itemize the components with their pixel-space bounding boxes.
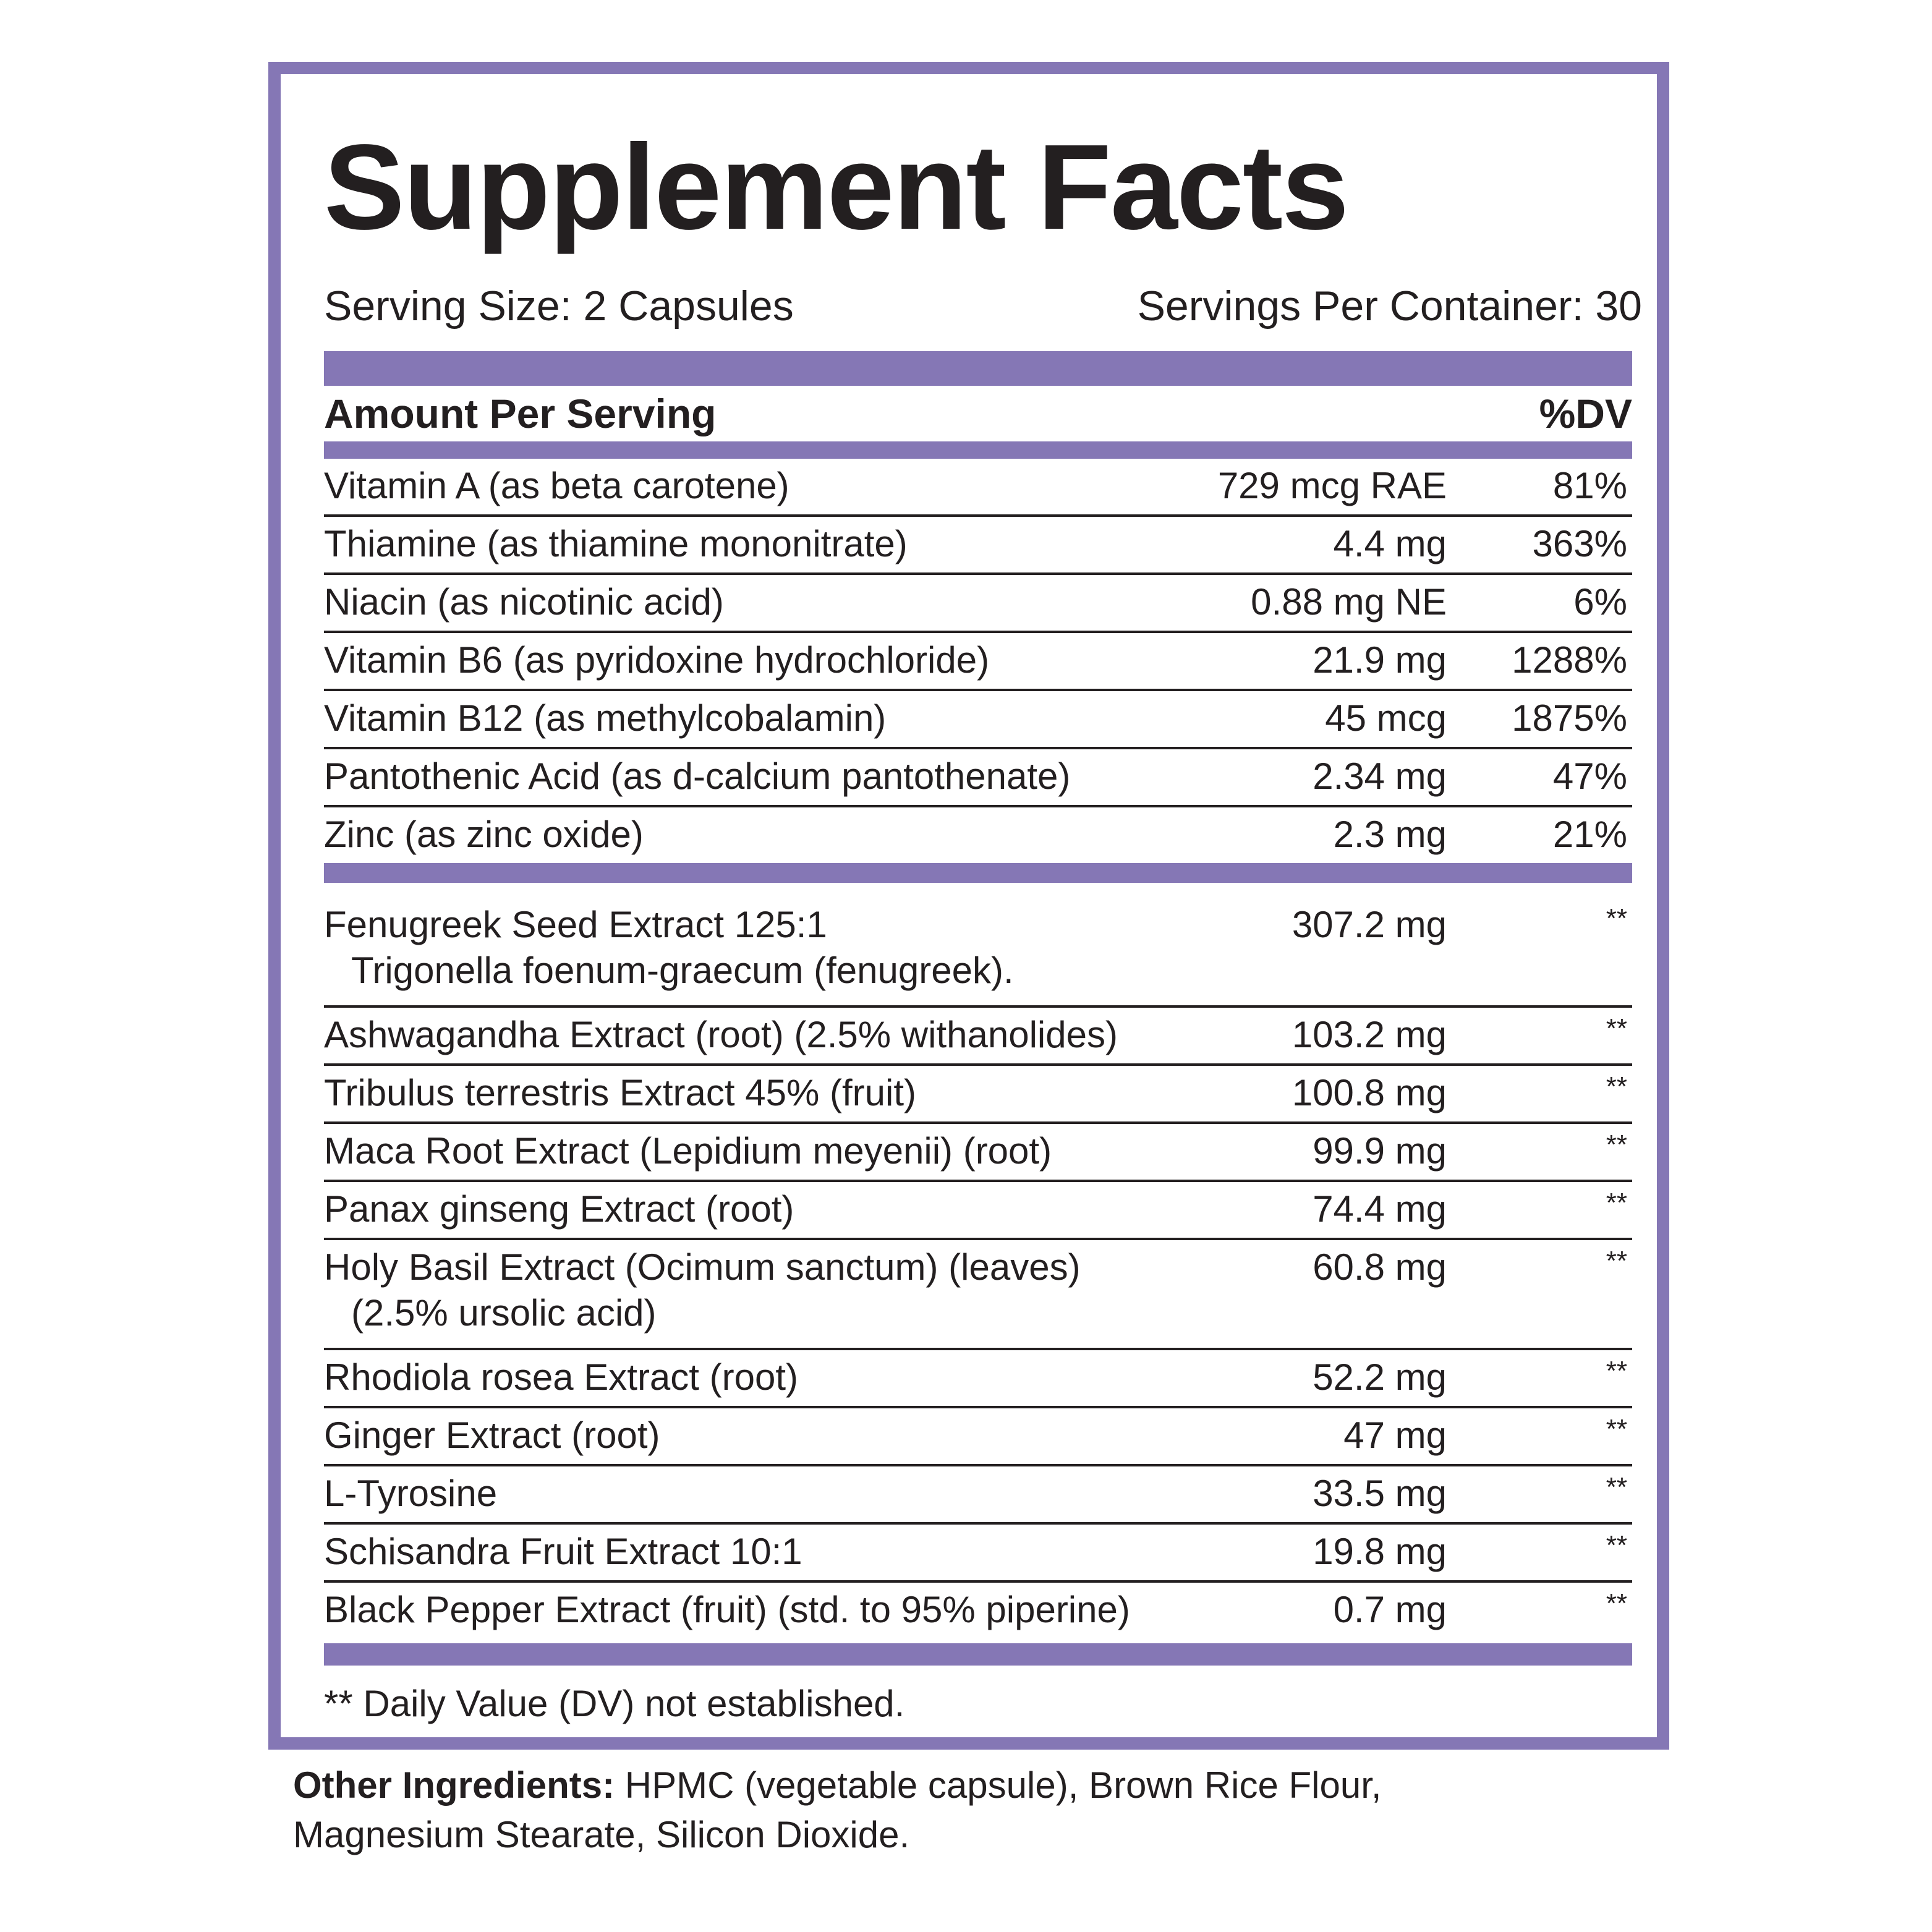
row: L-Tyrosine 33.5 mg ** [324, 1466, 1632, 1525]
ingredient-name: Tribulus terrestris Extract 45% (fruit) [324, 1073, 916, 1114]
row: Fenugreek Seed Extract 125:1 Trigonella f… [324, 898, 1632, 1008]
title: Supplement Facts [324, 119, 1349, 255]
ingredient-name: Zinc (as zinc oxide) [324, 815, 644, 856]
daily-value: 81% [1552, 466, 1627, 507]
row: Holy Basil Extract (Ocimum sanctum) (lea… [324, 1240, 1632, 1350]
ingredient-name: Pantothenic Acid (as d-calcium pantothen… [324, 757, 1071, 798]
daily-value: ** [1606, 1413, 1627, 1444]
daily-value: 1875% [1512, 699, 1627, 739]
amount: 47 mg [1343, 1416, 1447, 1457]
panel-content: Supplement Facts Serving Size: 2 Capsule… [324, 74, 1642, 1730]
serving-size: Serving Size: 2 Capsules [324, 283, 794, 330]
daily-value: 21% [1552, 815, 1627, 856]
daily-value: ** [1606, 1471, 1627, 1502]
ingredient-name: Ashwagandha Extract (root) (2.5% withano… [324, 1015, 1118, 1056]
divider-bar [324, 351, 1632, 386]
row: Niacin (as nicotinic acid) 0.88 mg NE 6% [324, 575, 1632, 633]
divider-bar [324, 441, 1632, 459]
ingredient-name: Rhodiola rosea Extract (root) [324, 1358, 798, 1398]
ingredient-name: Schisandra Fruit Extract 10:1 [324, 1532, 802, 1573]
vitamin-rows: Vitamin A (as beta carotene) 729 mcg RAE 8… [324, 459, 1635, 863]
row: Vitamin B12 (as methylcobalamin) 45 mcg 18… [324, 691, 1632, 749]
daily-value: 1288% [1512, 640, 1627, 681]
amount: 0.7 mg [1333, 1590, 1447, 1631]
amount-header: Amount Per Serving [324, 391, 717, 436]
amount: 2.3 mg [1333, 815, 1447, 856]
daily-value: ** [1606, 1129, 1627, 1160]
botanical-rows: Fenugreek Seed Extract 125:1 Trigonella f… [324, 898, 1635, 1638]
amount: 100.8 mg [1292, 1073, 1447, 1114]
row: Ginger Extract (root) 47 mg ** [324, 1408, 1632, 1466]
row: Vitamin A (as beta carotene) 729 mcg RAE 8… [324, 459, 1632, 517]
daily-value: ** [1606, 1187, 1627, 1218]
row: Vitamin B6 (as pyridoxine hydrochloride)… [324, 633, 1632, 691]
amount: 45 mcg [1325, 699, 1447, 739]
daily-value: ** [1606, 1013, 1627, 1044]
amount: 19.8 mg [1313, 1532, 1447, 1573]
ingredient-name: Holy Basil Extract (Ocimum sanctum) (lea… [324, 1248, 1081, 1288]
ingredient-detail: (2.5% ursolic acid) [351, 1293, 657, 1334]
ingredient-name: Vitamin A (as beta carotene) [324, 466, 789, 507]
row: Zinc (as zinc oxide) 2.3 mg 21% [324, 807, 1632, 863]
ingredient-name: Ginger Extract (root) [324, 1416, 660, 1457]
ingredient-name: L-Tyrosine [324, 1474, 498, 1515]
daily-value: ** [1606, 1588, 1627, 1619]
serving-info: Serving Size: 2 Capsules Servings Per Co… [324, 279, 1642, 334]
facts-panel: Supplement Facts Serving Size: 2 Capsule… [268, 62, 1669, 1750]
row: Thiamine (as thiamine mononitrate) 4.4 mg… [324, 517, 1632, 575]
amount: 21.9 mg [1313, 640, 1447, 681]
amount: 729 mcg RAE [1217, 466, 1447, 507]
ingredient-name: Panax ginseng Extract (root) [324, 1189, 794, 1230]
amount: 307.2 mg [1292, 905, 1447, 946]
amount: 52.2 mg [1313, 1358, 1447, 1398]
ingredient-name: Vitamin B6 (as pyridoxine hydrochloride) [324, 640, 990, 681]
amount: 33.5 mg [1313, 1474, 1447, 1515]
column-headers: Amount Per Serving %DV [324, 386, 1632, 441]
row: Maca Root Extract (Lepidium meyenii) (ro… [324, 1124, 1632, 1182]
row: Tribulus terrestris Extract 45% (fruit) 1… [324, 1066, 1632, 1124]
daily-value: ** [1606, 1530, 1627, 1560]
daily-value: ** [1606, 903, 1627, 934]
amount: 0.88 mg NE [1251, 582, 1447, 623]
dv-header: %DV [1539, 391, 1632, 436]
footnote: ** Daily Value (DV) not established. [324, 1684, 905, 1725]
daily-value: ** [1606, 1071, 1627, 1102]
ingredient-name: Maca Root Extract (Lepidium meyenii) (ro… [324, 1131, 1052, 1172]
daily-value: ** [1606, 1245, 1627, 1276]
amount: 4.4 mg [1333, 524, 1447, 565]
row: Rhodiola rosea Extract (root) 52.2 mg ** [324, 1350, 1632, 1408]
row: Black Pepper Extract (fruit) (std. to 95… [324, 1583, 1632, 1638]
other-ingredients: Other Ingredients: HPMC (vegetable capsu… [293, 1762, 1530, 1861]
daily-value: ** [1606, 1355, 1627, 1386]
servings-per-container: Servings Per Container: 30 [1137, 283, 1642, 330]
amount: 103.2 mg [1292, 1015, 1447, 1056]
row: Pantothenic Acid (as d-calcium pantothen… [324, 749, 1632, 807]
ingredient-name: Thiamine (as thiamine mononitrate) [324, 524, 908, 565]
amount: 60.8 mg [1313, 1248, 1447, 1288]
ingredient-detail: Trigonella foenum-graecum (fenugreek). [351, 951, 1014, 992]
daily-value: 363% [1532, 524, 1627, 565]
divider-bar [324, 1643, 1632, 1666]
row: Schisandra Fruit Extract 10:1 19.8 mg ** [324, 1525, 1632, 1583]
ingredient-name: Niacin (as nicotinic acid) [324, 582, 724, 623]
divider-bar [324, 863, 1632, 883]
amount: 99.9 mg [1313, 1131, 1447, 1172]
ingredient-name: Fenugreek Seed Extract 125:1 [324, 905, 827, 946]
amount: 74.4 mg [1313, 1189, 1447, 1230]
daily-value: 6% [1573, 582, 1627, 623]
ingredient-name: Black Pepper Extract (fruit) (std. to 95… [324, 1590, 1130, 1631]
amount: 2.34 mg [1313, 757, 1447, 798]
other-ingredients-label: Other Ingredients: [293, 1766, 615, 1806]
row: Ashwagandha Extract (root) (2.5% withano… [324, 1008, 1632, 1066]
row: Panax ginseng Extract (root) 74.4 mg ** [324, 1182, 1632, 1240]
daily-value: 47% [1552, 757, 1627, 798]
other-ingredients-text: HPMC (vegetable capsule), Brown Rice Flo… [293, 1766, 1382, 1856]
ingredient-name: Vitamin B12 (as methylcobalamin) [324, 699, 887, 739]
